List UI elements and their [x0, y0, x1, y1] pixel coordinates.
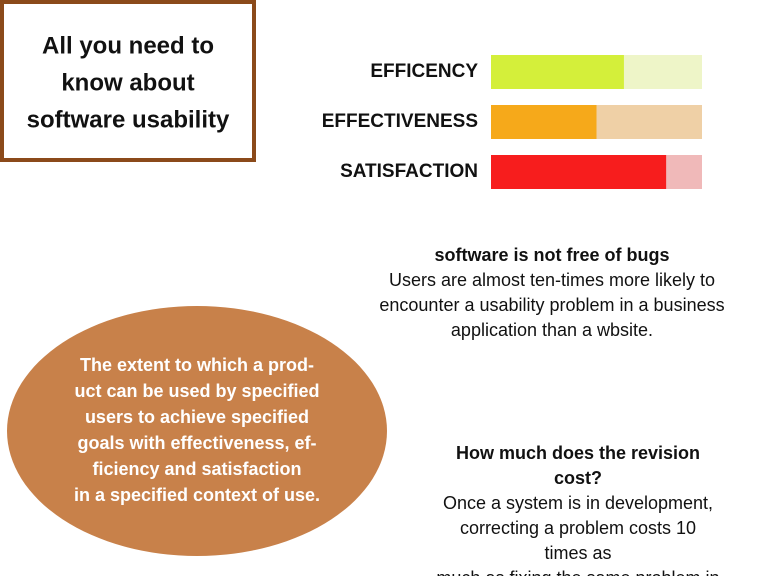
definition-ellipse: [7, 306, 387, 556]
cost-body: much as fixing the same problem in: [436, 568, 719, 576]
definition-line: ficiency and satisfaction: [92, 459, 301, 479]
definition-line: in a specified context of use.: [74, 485, 320, 505]
cost-body: correcting a problem costs 10: [460, 518, 696, 538]
bar: [491, 55, 624, 89]
definition-line: goals with effectiveness, ef-: [77, 433, 316, 453]
bar-label: SATISFACTION: [340, 161, 478, 182]
title-line: know about: [61, 69, 194, 96]
cost-heading: cost?: [554, 468, 602, 488]
cost-body: times as: [544, 543, 611, 563]
bar-label: EFFECTIVENESS: [322, 111, 478, 132]
bugs-body: Users are almost ten-times more likely t…: [389, 270, 715, 290]
bar-label: EFFICENCY: [370, 61, 478, 82]
title-line: All you need to: [42, 32, 214, 59]
bugs-heading: software is not free of bugs: [434, 245, 669, 265]
title-line: software usability: [27, 106, 230, 133]
definition-line: users to achieve specified: [85, 407, 309, 427]
bugs-body: encounter a usability problem in a busin…: [379, 295, 724, 315]
bugs-body: application than a wbsite.: [451, 320, 653, 340]
cost-heading: How much does the revision: [456, 443, 700, 463]
cost-body: Once a system is in development,: [443, 493, 713, 513]
definition-line: uct can be used by specified: [74, 381, 319, 401]
bar: [491, 155, 667, 189]
bar: [491, 105, 597, 139]
title-box: [0, 0, 256, 162]
definition-line: The extent to which a prod-: [80, 355, 314, 375]
